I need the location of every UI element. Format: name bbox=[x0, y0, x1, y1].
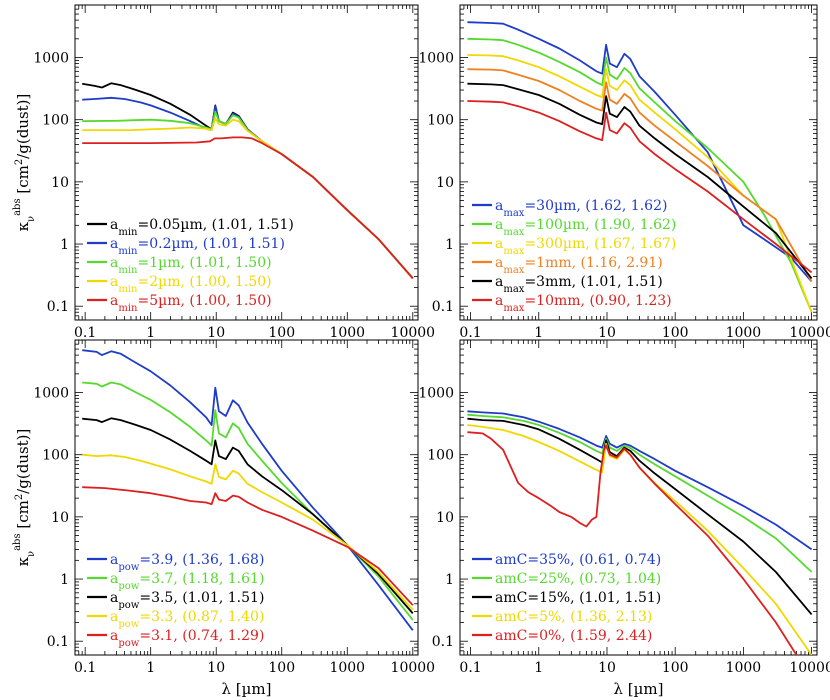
legend-label: apow=3.3, (0.87, 1.40) bbox=[110, 609, 264, 630]
x-tick-label: 10000 bbox=[789, 325, 830, 341]
y-tick-label: 10 bbox=[51, 175, 69, 191]
x-tick-label: 1 bbox=[146, 660, 155, 676]
x-tick-label: 1000 bbox=[329, 660, 365, 676]
y-axis-label: κνabs [cm2/g(dust)] bbox=[12, 94, 37, 232]
y-tick-label: 100 bbox=[427, 113, 454, 129]
x-tick-label: 1 bbox=[146, 325, 155, 341]
legend-label: apow=3.5, (1.01, 1.51) bbox=[110, 590, 264, 611]
x-tick-label: 1 bbox=[534, 660, 543, 676]
x-tick-label: 10000 bbox=[789, 660, 830, 676]
plot-frame bbox=[459, 4, 818, 321]
x-tick-label: 1 bbox=[534, 325, 543, 341]
legend-label: apow=3.1, (0.74, 1.29) bbox=[110, 628, 264, 649]
y-tick-label: 1000 bbox=[418, 386, 454, 402]
legend-label: apow=3.9, (1.36, 1.68) bbox=[110, 552, 264, 573]
y-tick-label: 1000 bbox=[33, 386, 69, 402]
legend-label: amC=15%, (1.01, 1.51) bbox=[495, 590, 661, 606]
plot-frame bbox=[74, 339, 419, 656]
y-tick-label: 0.1 bbox=[47, 634, 69, 650]
x-tick-label: 0.1 bbox=[74, 660, 96, 676]
y-tick-label: 1000 bbox=[418, 51, 454, 67]
legend-label: amin=5µm, (1.00, 1.50) bbox=[110, 293, 272, 314]
legend-label: amax=300µm, (1.67, 1.67) bbox=[495, 236, 676, 257]
series-line bbox=[467, 68, 813, 282]
series-line bbox=[82, 136, 414, 279]
series-line bbox=[82, 453, 414, 611]
series-line bbox=[82, 381, 414, 621]
x-tick-label: 1000 bbox=[726, 660, 762, 676]
chart-panel-top-right: 0.1 1 10 100 1000 10000 0.1 1 10 100 1000 amax=30µm… bbox=[418, 4, 830, 341]
legend-label: amin=1µm, (1.01, 1.50) bbox=[110, 255, 272, 276]
y-tick-label: 100 bbox=[42, 113, 69, 129]
legend-label: amin=0.2µm, (1.01, 1.51) bbox=[110, 236, 285, 257]
y-tick-label: 1 bbox=[445, 572, 454, 588]
legend-label: amC=25%, (0.73, 1.04) bbox=[495, 571, 661, 587]
x-tick-label: 10 bbox=[207, 660, 225, 676]
legend-label: amC=0%, (1.59, 2.44) bbox=[495, 628, 652, 644]
chart-panel-bottom-left: 0.1 1 10 100 1000 10000 0.1 1 10 100 1000 apow=3.9,… bbox=[12, 339, 436, 698]
y-tick-label: 100 bbox=[42, 448, 69, 464]
legend-label: amax=100µm, (1.90, 1.62) bbox=[495, 217, 676, 238]
legend-label: amC=5%, (1.36, 2.13) bbox=[495, 609, 652, 625]
x-tick-label: 1000 bbox=[329, 325, 365, 341]
legend-label: amax=30µm, (1.62, 1.62) bbox=[495, 198, 667, 219]
x-tick-label: 0.1 bbox=[459, 325, 481, 341]
x-tick-label: 1000 bbox=[726, 325, 762, 341]
plot-frame bbox=[74, 4, 419, 321]
x-tick-label: 100 bbox=[268, 325, 295, 341]
legend-label: amax=10mm, (0.90, 1.23) bbox=[495, 293, 672, 314]
x-tick-label: 10 bbox=[598, 660, 616, 676]
y-axis-label: κνabs [cm2/g(dust)] bbox=[12, 429, 37, 567]
chart-panel-top-left: 0.1 1 10 100 1000 10000 0.1 1 10 100 1000 amin=0.05… bbox=[12, 4, 436, 341]
legend-label: amax=1mm, (1.16, 2.91) bbox=[495, 255, 663, 276]
series-line bbox=[82, 349, 414, 631]
series-line bbox=[467, 100, 813, 274]
x-axis-label: λ [µm] bbox=[614, 680, 664, 698]
y-tick-label: 1 bbox=[60, 237, 69, 253]
series-line bbox=[467, 82, 813, 279]
series-line bbox=[467, 37, 813, 313]
series-line bbox=[467, 424, 813, 655]
legend-label: amin=0.05µm, (1.01, 1.51) bbox=[110, 217, 294, 238]
series-line bbox=[82, 417, 414, 614]
x-tick-label: 10000 bbox=[391, 660, 436, 676]
series-line bbox=[82, 486, 414, 606]
y-tick-label: 10 bbox=[436, 175, 454, 191]
x-tick-label: 0.1 bbox=[74, 325, 96, 341]
y-tick-label: 100 bbox=[427, 448, 454, 464]
plot-frame bbox=[459, 339, 818, 656]
chart-panel-bottom-right: 0.1 1 10 100 1000 10000 0.1 1 10 100 1000 amC=35%, … bbox=[418, 339, 830, 698]
y-tick-label: 1 bbox=[60, 572, 69, 588]
series-line bbox=[467, 54, 813, 313]
series-line bbox=[467, 417, 813, 615]
series-line bbox=[467, 21, 813, 283]
x-tick-label: 0.1 bbox=[459, 660, 481, 676]
series-line bbox=[467, 431, 798, 655]
x-axis-label: λ [µm] bbox=[222, 680, 272, 698]
y-tick-label: 10 bbox=[51, 510, 69, 526]
y-tick-label: 0.1 bbox=[47, 299, 69, 315]
y-tick-label: 0.1 bbox=[432, 634, 454, 650]
legend-label: amax=3mm, (1.01, 1.51) bbox=[495, 274, 663, 295]
legend-label: amin=2µm, (1.00, 1.50) bbox=[110, 274, 272, 295]
legend-label: amC=35%, (0.61, 0.74) bbox=[495, 552, 661, 568]
x-tick-label: 10 bbox=[207, 325, 225, 341]
x-tick-label: 100 bbox=[662, 660, 689, 676]
x-tick-label: 100 bbox=[662, 325, 689, 341]
y-tick-label: 1000 bbox=[33, 51, 69, 67]
x-tick-label: 10000 bbox=[391, 325, 436, 341]
y-tick-label: 10 bbox=[436, 510, 454, 526]
y-tick-label: 0.1 bbox=[432, 299, 454, 315]
series-line bbox=[467, 413, 813, 573]
x-tick-label: 10 bbox=[598, 325, 616, 341]
x-tick-label: 100 bbox=[268, 660, 295, 676]
legend-label: apow=3.7, (1.18, 1.61) bbox=[110, 571, 264, 592]
series-line bbox=[467, 410, 813, 551]
y-tick-label: 1 bbox=[445, 237, 454, 253]
